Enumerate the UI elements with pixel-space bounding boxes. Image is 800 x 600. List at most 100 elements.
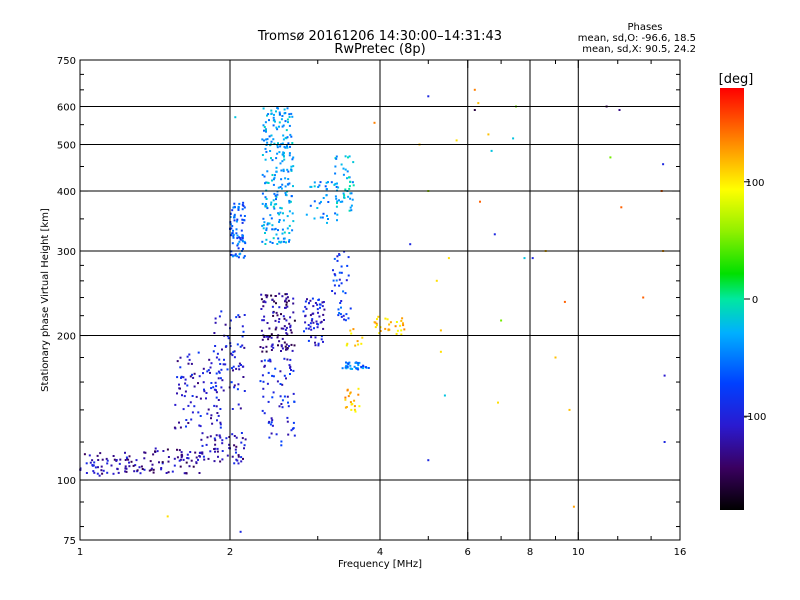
data-point [345,364,348,367]
data-point [241,344,244,347]
data-point [233,213,236,216]
data-point [233,202,236,205]
data-point [88,454,91,457]
data-point [233,356,236,359]
data-point [231,455,234,458]
data-point [216,450,219,453]
data-point [325,188,328,191]
data-point [124,467,127,470]
data-point [330,181,333,184]
data-point [340,271,343,274]
data-point [277,142,279,145]
data-point [343,318,346,321]
data-point [272,116,275,119]
data-point [285,303,288,306]
data-point [272,311,275,314]
colorbar [720,88,744,510]
data-point [314,336,317,339]
data-point [346,170,349,173]
data-point [214,321,217,324]
data-point [287,405,290,408]
data-point [373,121,376,124]
data-point [281,295,284,298]
data-point [173,457,176,460]
data-point [189,401,192,404]
data-point [209,435,212,438]
data-point [479,200,481,203]
colorbar-tick-label: -100 [744,412,767,423]
data-point [286,145,288,148]
data-point [344,188,347,191]
data-point [201,452,204,455]
data-point [281,337,284,340]
data-point [274,120,276,123]
data-point [232,351,235,354]
data-point [292,156,295,159]
data-point [346,342,349,345]
data-point [241,208,244,211]
data-point [313,327,315,330]
data-point [233,444,236,447]
data-point [91,459,94,462]
data-point [282,151,285,154]
data-point [206,436,209,439]
data-point [217,414,220,417]
data-point [148,469,151,472]
data-point [234,116,237,119]
data-point [292,185,294,188]
data-point [221,458,224,461]
data-point [231,225,234,227]
data-point [187,422,190,424]
data-point [336,182,338,185]
data-point [282,327,285,330]
data-point [477,102,480,105]
data-point [267,182,270,184]
data-point [321,216,324,219]
data-point [276,128,279,131]
data-point [284,328,287,331]
data-point [278,121,281,124]
data-point [531,257,534,260]
data-point [263,139,265,142]
data-point [106,459,109,462]
data-point [302,310,305,313]
data-point [338,312,341,314]
data-point [261,338,264,341]
data-point [490,149,493,152]
data-point [281,399,284,402]
data-point [309,314,312,317]
data-point [340,306,342,309]
data-point [215,372,218,375]
data-point [202,367,205,370]
data-point [237,256,240,259]
data-point [182,458,185,461]
data-point [336,219,338,222]
data-point [180,376,182,379]
data-point [180,451,183,454]
data-point [167,471,170,474]
data-point [185,461,188,464]
data-point [273,176,276,179]
data-point [283,341,286,344]
data-point [352,328,355,331]
data-point [285,319,288,322]
y-tick-label: 300 [57,247,76,258]
data-point [218,434,221,437]
data-point [190,362,193,365]
data-points [79,88,666,533]
data-point [276,314,279,317]
data-point [343,194,346,197]
data-point [345,361,347,364]
data-point [267,113,270,116]
data-point [259,346,262,348]
data-point [376,324,378,327]
data-point [313,185,316,188]
data-point [292,220,295,223]
data-point [348,185,351,188]
data-point [233,386,236,389]
data-point [198,424,201,427]
data-point [205,397,207,400]
data-point [272,391,275,394]
data-point [272,183,275,186]
data-point [265,181,268,184]
